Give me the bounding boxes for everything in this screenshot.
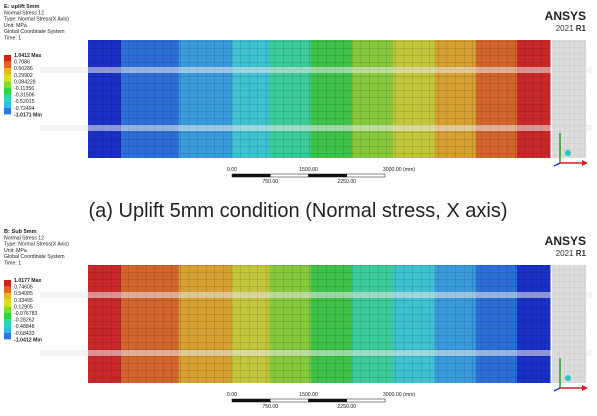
legend-label: -0.076783 [14,311,37,317]
mesh [88,40,550,158]
legend-label: 0.33495 [14,298,33,304]
logo-version: 2021 R1 [556,24,587,33]
legend-swatch [4,293,11,300]
header-line: Normal Stress 12 [4,235,44,241]
header-line: Time: 1 [4,261,21,267]
header-line: B: Sub 5mm [4,229,37,235]
legend-label: 0.29902 [14,73,33,79]
triad-z [554,388,560,391]
legend-swatch [4,62,11,69]
legend-swatch [4,280,11,287]
legend-label: 0.084228 [14,79,36,85]
legend-label: 1.0177 Max [14,278,42,284]
legend-swatch [4,95,11,102]
triad-origin [565,150,571,156]
scale-label: 1500.00 [299,167,318,173]
mesh [88,265,550,383]
header-line: Type: Normal Stress(X Axis) [4,17,69,23]
scale-segment [309,174,347,177]
logo-year: 2021 [556,249,574,258]
logo-year: 2021 [556,24,574,33]
logo-brand: ANSYS [545,9,586,23]
caption: (a) Uplift 5mm condition (Normal stress,… [89,200,508,222]
scale-label: 1500.00 [299,392,318,398]
legend-label: -0.28262 [14,318,35,324]
legend-swatch [4,68,11,75]
triad-x-head [582,385,588,391]
legend-swatch [4,81,11,88]
header-line: Unit: MPa [4,23,27,29]
legend-label: -1.0412 Min [14,337,42,343]
rod [40,67,592,73]
scale-segment [270,399,308,402]
header-line: Unit: MPa [4,248,27,254]
legend-swatch [4,300,11,307]
legend-label: 1.0412 Max [14,53,42,59]
legend-swatch [4,306,11,313]
legend-swatch [4,88,11,95]
figure: E: uplift 5mmNormal Stress 12Type: Norma… [0,0,597,416]
scale-label: 750.00 [262,179,278,185]
legend-swatch [4,313,11,320]
scale-label: 2250.00 [337,179,356,185]
legend-label: 0.7086 [14,60,30,66]
legend-swatch [4,55,11,62]
header-line: Global Coordinate System [4,29,65,35]
logo-release: R1 [576,24,587,33]
rod [40,125,592,131]
triad-x-head [582,160,588,166]
header-line: E: uplift 5mm [4,4,39,10]
header-line: Normal Stress 12 [4,10,44,16]
legend-label: -0.68433 [14,331,35,337]
scale-segment [309,399,347,402]
triad-z [554,163,560,166]
scale-label: 3000.00 (mm) [383,392,416,398]
legend-label: -1.0171 Min [14,112,42,118]
logo-release: R1 [576,249,587,258]
scale-label: 3000.00 (mm) [383,167,416,173]
scale-label: 0.00 [227,167,237,173]
scale-segment [347,399,385,402]
legend-swatch [4,287,11,294]
legend-label: 0.50286 [14,66,33,72]
scale-segment [347,174,385,177]
scale-segment [232,399,270,402]
scale-segment [270,174,308,177]
end-block-mesh [552,40,586,158]
scale-segment [232,174,270,177]
legend-label: 0.74605 [14,285,33,291]
legend-swatch [4,101,11,108]
legend-label: 0.54085 [14,291,33,297]
rod [40,350,592,356]
end-block-mesh [552,265,586,383]
logo-version: 2021 R1 [556,249,587,258]
legend-swatch [4,326,11,333]
legend-swatch [4,108,11,115]
legend-label: -0.52015 [14,99,35,105]
logo-brand: ANSYS [545,234,586,248]
header-line: Global Coordinate System [4,254,65,260]
legend-label: 0.12905 [14,304,33,310]
legend-swatch [4,320,11,327]
scale-label: 0.00 [227,392,237,398]
legend-swatch [4,333,11,340]
legend-swatch [4,75,11,82]
scale-label: 2250.00 [337,404,356,410]
triad-origin [565,375,571,381]
legend-label: -0.11356 [14,86,34,92]
scale-label: 750.00 [262,404,278,410]
rod [40,292,592,298]
header-line: Time: 1 [4,36,21,42]
header-line: Type: Normal Stress(X Axis) [4,242,69,248]
legend-label: -0.48848 [14,324,35,330]
legend-label: -0.31506 [14,93,35,99]
legend-label: -0.72494 [14,106,35,112]
